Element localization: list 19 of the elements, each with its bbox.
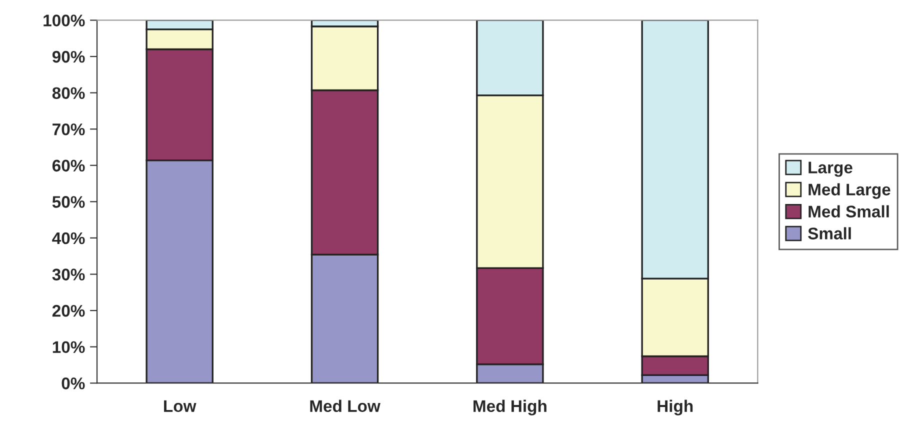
y-tick-label: 10% — [52, 341, 85, 354]
legend-label: Med Large — [808, 183, 890, 199]
x-tick-label: Med Low — [310, 400, 380, 412]
y-tick-label: 100% — [44, 14, 85, 26]
y-tick-label: 20% — [52, 304, 85, 317]
x-tick-label: Low — [164, 400, 196, 412]
legend-label: Med Small — [808, 205, 889, 218]
x-tick-label: High — [658, 400, 693, 416]
y-tick-label: 70% — [52, 123, 85, 136]
x-tick-label: Med High — [474, 400, 546, 416]
legend-label: Small — [808, 227, 851, 240]
y-tick-label: 90% — [52, 50, 85, 63]
y-tick-label: 0% — [62, 378, 85, 390]
legend-label: Large — [808, 162, 852, 177]
y-tick-label: 60% — [52, 160, 85, 172]
y-tick-label: 50% — [52, 196, 85, 208]
y-tick-label: 40% — [52, 232, 85, 244]
y-tick-label: 30% — [52, 268, 85, 280]
y-tick-label: 80% — [52, 87, 85, 99]
